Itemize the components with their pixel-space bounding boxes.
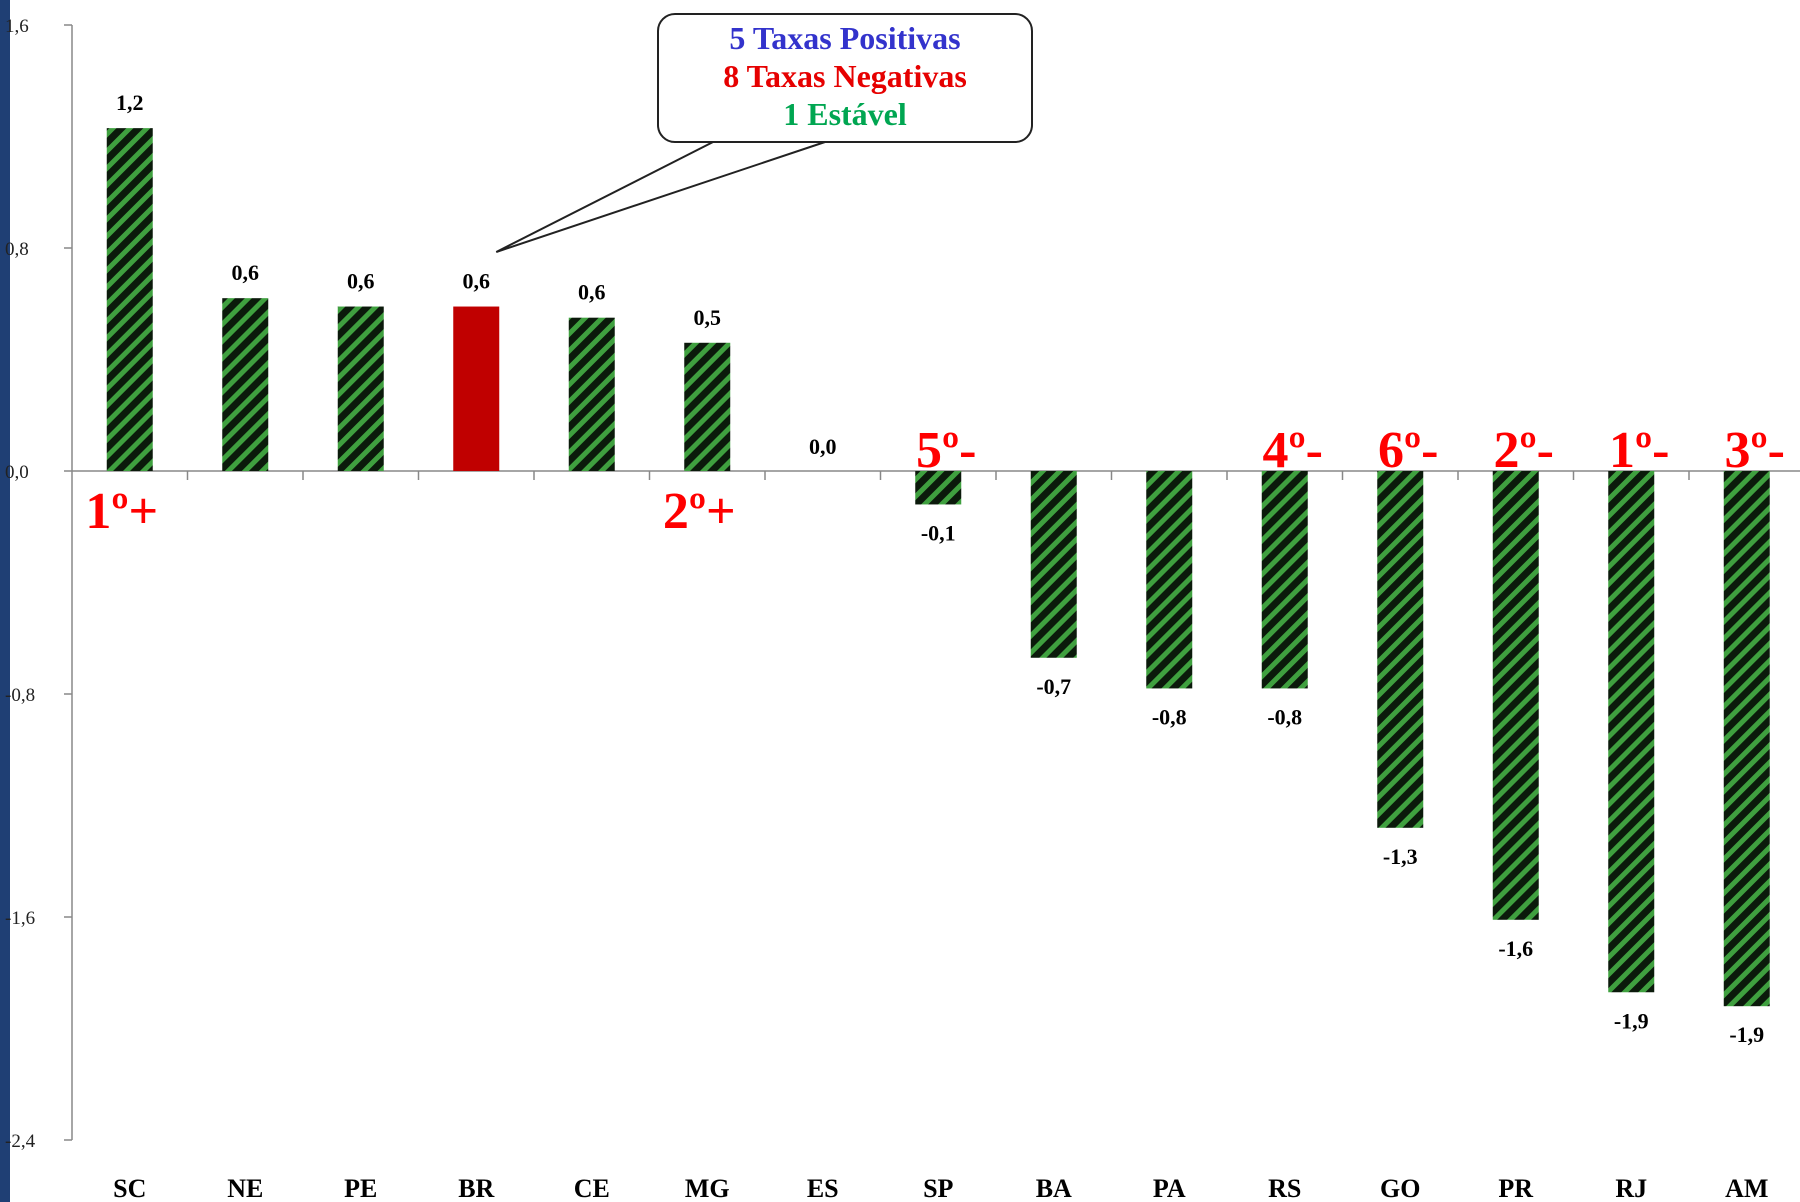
data-label-go: -1,3 xyxy=(1383,844,1418,869)
y-tick-label: -0,8 xyxy=(5,685,35,706)
data-label-pe: 0,6 xyxy=(347,269,375,294)
bar-sc xyxy=(106,128,153,471)
summary-callout: 5 Taxas Positivas 8 Taxas Negativas 1 Es… xyxy=(657,13,1033,143)
rank-annotation-am: 3º- xyxy=(1725,422,1785,479)
category-label-rj: RJ xyxy=(1615,1174,1647,1202)
category-label-br: BR xyxy=(458,1174,494,1202)
data-label-rj: -1,9 xyxy=(1614,1008,1649,1033)
category-label-am: AM xyxy=(1725,1174,1768,1202)
category-label-ce: CE xyxy=(574,1174,610,1202)
callout-pointer xyxy=(495,140,829,253)
category-label-mg: MG xyxy=(685,1174,730,1202)
bar-ce xyxy=(568,317,615,471)
bar-pa xyxy=(1146,471,1193,689)
category-label-sp: SP xyxy=(923,1174,953,1202)
y-tick-label: 1,6 xyxy=(5,16,29,37)
left-border-stripe xyxy=(0,0,10,1202)
category-label-rs: RS xyxy=(1268,1174,1301,1202)
rank-annotation-go: 6º- xyxy=(1378,422,1438,479)
bar-go xyxy=(1377,471,1424,828)
rank-annotation-mg: 2º+ xyxy=(663,483,736,540)
bar-br xyxy=(453,306,500,471)
rank-annotation-sp: 5º- xyxy=(916,422,976,479)
data-label-mg: 0,5 xyxy=(694,305,722,330)
data-label-ba: -0,7 xyxy=(1036,674,1071,699)
bar-am xyxy=(1723,471,1770,1007)
data-label-pa: -0,8 xyxy=(1152,704,1187,729)
data-label-am: -1,9 xyxy=(1729,1022,1764,1047)
rank-annotation-pr: 2º- xyxy=(1494,422,1554,479)
rank-annotation-sc: 1º+ xyxy=(85,483,158,540)
category-label-pr: PR xyxy=(1498,1174,1533,1202)
data-label-ne: 0,6 xyxy=(232,260,260,285)
category-label-es: ES xyxy=(807,1174,839,1202)
data-label-rs: -0,8 xyxy=(1267,704,1302,729)
y-tick-label: -1,6 xyxy=(5,908,35,929)
labels: 1,2 SC 0,6 NE 0,6 PE 0,6 BR 0,6 CE 0,5 MG 0,0 ES -0,1 S… xyxy=(85,90,1785,1202)
bar-rj xyxy=(1608,471,1655,993)
category-label-ba: BA xyxy=(1036,1174,1072,1202)
callout-stable-text: 1 Estável xyxy=(783,96,907,132)
y-tick-label: 0,8 xyxy=(5,239,29,260)
data-label-br: 0,6 xyxy=(463,269,491,294)
bar-mg xyxy=(684,342,731,471)
category-label-pa: PA xyxy=(1153,1174,1186,1202)
category-label-pe: PE xyxy=(344,1174,377,1202)
bar-ba xyxy=(1030,471,1077,658)
rank-annotation-rs: 4º- xyxy=(1263,422,1323,479)
bar-rs xyxy=(1261,471,1308,689)
data-label-sp: -0,1 xyxy=(921,520,956,545)
bar-pr xyxy=(1492,471,1539,920)
data-label-es: 0,0 xyxy=(809,434,837,459)
category-label-go: GO xyxy=(1380,1174,1420,1202)
rank-annotation-rj: 1º- xyxy=(1609,422,1669,479)
callout-negative-text: 8 Taxas Negativas xyxy=(723,58,967,94)
data-label-pr: -1,6 xyxy=(1498,936,1533,961)
category-label-ne: NE xyxy=(227,1174,263,1202)
data-label-ce: 0,6 xyxy=(578,280,606,305)
y-tick-label: -2,4 xyxy=(5,1131,36,1152)
callout-pointer-tail xyxy=(495,140,829,253)
callout-positive-text: 5 Taxas Positivas xyxy=(729,20,961,56)
bar-sp xyxy=(915,471,962,505)
bar-pe xyxy=(337,306,384,471)
data-label-sc: 1,2 xyxy=(116,90,144,115)
bar-ne xyxy=(222,298,269,471)
y-tick-label: 0,0 xyxy=(5,462,29,483)
category-label-sc: SC xyxy=(113,1174,146,1202)
bars xyxy=(106,128,1770,1007)
